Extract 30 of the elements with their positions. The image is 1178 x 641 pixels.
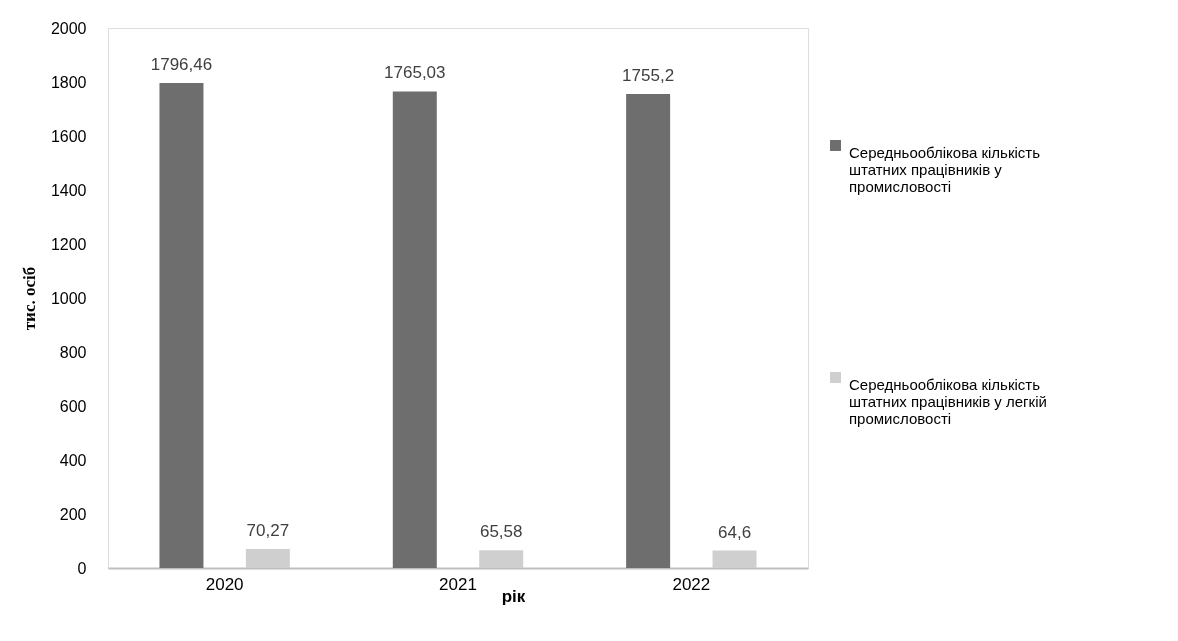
bar (159, 82, 204, 568)
y-tick-label: 2000 (50, 19, 87, 37)
data-label: 1755,2 (622, 66, 675, 86)
y-tick-label: 800 (59, 343, 87, 361)
y-tick-label: 1800 (50, 73, 87, 91)
x-axis-title: рік (501, 586, 526, 606)
bar (392, 91, 437, 568)
y-tick-label: 600 (59, 397, 87, 415)
data-label: 65,58 (479, 522, 523, 542)
x-tick-label: 2020 (205, 574, 244, 594)
data-label: 70,27 (246, 521, 290, 541)
y-tick-label: 200 (59, 505, 87, 523)
y-tick-label: 1600 (50, 127, 87, 145)
y-axis-title: тис. осіб (19, 266, 39, 331)
y-tick-label: 0 (77, 559, 87, 577)
legend-label: Середньооблікова кількість штатних працівників у промисловості (849, 143, 1041, 195)
bar (245, 549, 290, 568)
y-tick-label: 1200 (50, 235, 87, 253)
x-tick-label: 2022 (672, 574, 711, 594)
data-label: 1796,46 (150, 54, 213, 74)
data-label: 64,6 (718, 522, 752, 542)
bar (479, 550, 524, 568)
x-tick-label: 2021 (439, 574, 477, 594)
y-tick-label: 1400 (50, 181, 87, 199)
y-tick-label: 400 (59, 451, 87, 469)
bar (626, 94, 671, 568)
y-tick-label: 1000 (50, 289, 87, 307)
bar (712, 550, 757, 568)
legend-label: Середньооблікова кількість штатних працівників у легкій промисловості (849, 375, 1047, 427)
data-label: 1765,03 (384, 63, 446, 83)
